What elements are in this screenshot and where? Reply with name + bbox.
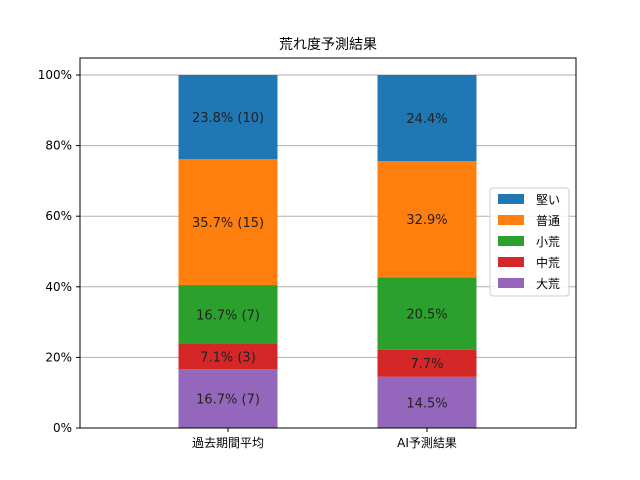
y-tick-label: 60% (45, 209, 72, 223)
data-label: 7.1% (3) (200, 351, 256, 366)
data-label: 14.5% (406, 396, 447, 411)
legend-label: 堅い (536, 193, 560, 207)
legend-swatch (498, 194, 524, 204)
bar-segment (377, 75, 477, 162)
data-label: 35.7% (15) (192, 216, 264, 231)
bar-segment (178, 369, 278, 428)
bar-segment (178, 75, 278, 160)
bar-segment (178, 343, 278, 370)
legend-label: 中荒 (536, 255, 560, 270)
y-tick-label: 100% (38, 68, 72, 82)
data-label: 20.5% (406, 307, 447, 322)
bar-segment (178, 285, 278, 344)
legend-swatch (498, 278, 524, 288)
legend-label: 小荒 (536, 235, 560, 249)
bar-segment (377, 376, 477, 428)
data-label: 16.7% (7) (196, 309, 260, 324)
data-label: 7.7% (410, 357, 443, 372)
y-tick-label: 80% (45, 139, 72, 153)
x-tick-label: 過去期間平均 (192, 436, 264, 450)
bar-segment (377, 349, 477, 377)
x-axis: 過去期間平均 AI予測結果 (192, 428, 457, 450)
legend-label: 普通 (536, 214, 560, 228)
legend-swatch (498, 236, 524, 246)
data-label: 23.8% (10) (192, 111, 264, 126)
x-tick-label: AI予測結果 (397, 436, 457, 450)
y-tick-label: 20% (45, 350, 72, 364)
data-label: 32.9% (406, 213, 447, 228)
chart-title: 荒れ度予測結果 (279, 37, 377, 53)
y-axis: 0% 20% 40% 60% 80% 100% (38, 68, 80, 435)
bars (178, 75, 477, 428)
bar-segment (377, 277, 477, 350)
y-tick-label: 0% (53, 421, 72, 435)
y-tick-label: 40% (45, 280, 72, 294)
segment-labels: 16.7% (7) 7.1% (3) 16.7% (7) 35.7% (15) 23.8… (192, 111, 448, 411)
bar-segment (178, 159, 278, 286)
bar-segment (377, 161, 477, 278)
legend-swatch (498, 257, 524, 267)
data-label: 24.4% (406, 112, 447, 127)
legend-swatch (498, 215, 524, 225)
plot-frame (79, 57, 577, 429)
data-label: 16.7% (7) (196, 393, 260, 408)
legend-label: 大荒 (536, 277, 560, 291)
